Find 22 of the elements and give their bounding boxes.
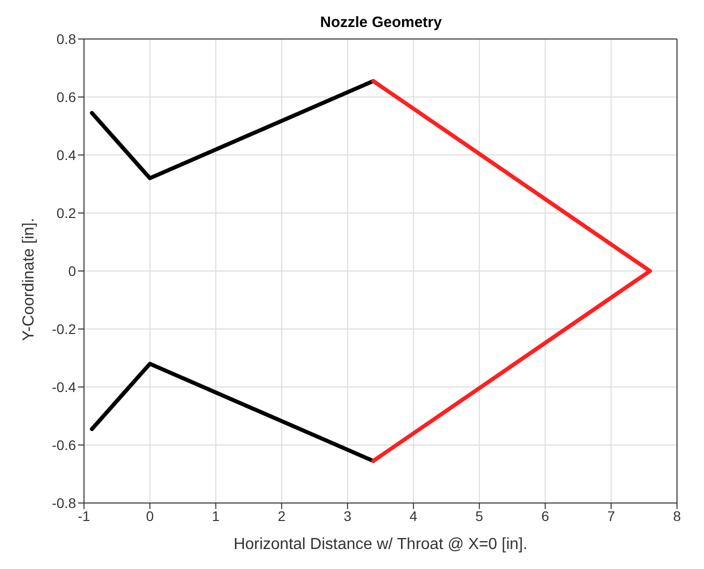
y-tick-label: 0.2	[56, 204, 76, 221]
y-tick-label: 0.8	[56, 30, 76, 47]
x-tick-label: 8	[673, 508, 682, 524]
y-tick-label: -0.8	[52, 494, 76, 511]
x-tick-label: 4	[410, 508, 418, 524]
y-tick-label: -0.6	[52, 436, 76, 453]
y-tick-label: -0.4	[52, 378, 76, 395]
y-tick-label: 0	[68, 262, 76, 279]
x-tick-label: 2	[278, 508, 286, 524]
x-tick-label: 0	[146, 508, 154, 524]
x-tick-label: 1	[212, 508, 220, 524]
x-tick-label: 5	[475, 508, 484, 524]
y-axis-title: Y-Coordinate [in].	[20, 218, 38, 341]
y-tick-label: -0.2	[52, 320, 76, 337]
y-tick-label: 0.4	[56, 146, 76, 163]
x-tick-label: 3	[344, 508, 352, 524]
x-tick-label: 6	[541, 508, 550, 524]
x-tick-label: -1	[78, 508, 90, 524]
y-tick-label: 0.6	[56, 88, 76, 105]
x-axis-title: Horizontal Distance w/ Throat @ X=0 [in].	[234, 536, 528, 553]
chart-title: Nozzle Geometry	[319, 14, 443, 31]
x-tick-label: 7	[607, 508, 616, 524]
